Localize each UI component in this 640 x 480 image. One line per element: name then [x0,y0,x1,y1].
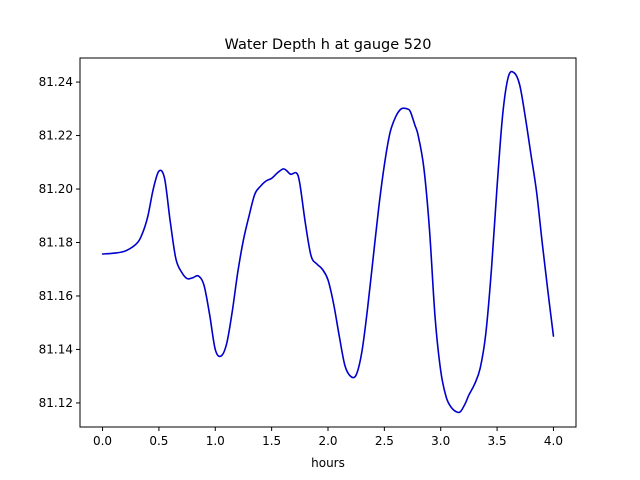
x-tick-label: 3.0 [431,434,450,448]
x-tick-label: 3.5 [488,434,507,448]
series-line-water-depth [101,70,555,414]
x-tick-label: 1.0 [206,434,225,448]
x-tick-label: 1.5 [262,434,281,448]
y-tick-label: 81.12 [39,396,73,410]
y-tick-label: 81.22 [39,129,73,143]
x-tick-label: 4.0 [544,434,563,448]
y-tick-label: 81.16 [39,289,73,303]
y-tick-label: 81.18 [39,236,73,250]
x-tick-label: 2.5 [375,434,394,448]
y-tick-label: 81.14 [39,342,73,356]
x-tick-label: 0.5 [149,434,168,448]
y-tick-label: 81.20 [39,182,73,196]
y-axis: 81.12 81.14 81.16 81.18 81.20 81.22 81.24 [39,75,80,410]
x-tick-label: 2.0 [318,434,337,448]
x-axis-label: hours [311,456,345,470]
x-tick-label: 0.0 [93,434,112,448]
y-tick-label: 81.24 [39,75,73,89]
chart-title: Water Depth h at gauge 520 [225,37,432,53]
x-axis: 0.0 0.5 1.0 1.5 2.0 2.5 3.0 3.5 4.0 [93,427,563,448]
